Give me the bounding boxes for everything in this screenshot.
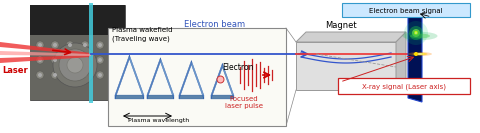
Circle shape: [36, 41, 44, 49]
Polygon shape: [296, 32, 406, 42]
Circle shape: [68, 58, 72, 62]
Circle shape: [38, 43, 42, 47]
Text: Electron beam: Electron beam: [184, 20, 246, 29]
Text: Plasma wakefield
(Traveling wave): Plasma wakefield (Traveling wave): [112, 28, 172, 41]
Circle shape: [81, 41, 89, 49]
Circle shape: [113, 58, 117, 62]
Circle shape: [53, 43, 57, 47]
Circle shape: [38, 73, 42, 77]
Text: Electron beam signal: Electron beam signal: [369, 8, 443, 14]
Text: Magnet: Magnet: [325, 21, 357, 30]
FancyBboxPatch shape: [338, 78, 470, 94]
Circle shape: [38, 58, 42, 62]
Text: Focused
laser pulse: Focused laser pulse: [225, 96, 263, 109]
Circle shape: [96, 71, 104, 79]
Bar: [108, 28, 286, 126]
Text: Plasma wavelength: Plasma wavelength: [128, 118, 189, 123]
Polygon shape: [115, 55, 130, 99]
Polygon shape: [0, 51, 91, 56]
Circle shape: [83, 58, 87, 62]
Circle shape: [81, 56, 89, 64]
Ellipse shape: [410, 34, 430, 38]
Circle shape: [409, 26, 423, 40]
Circle shape: [59, 49, 91, 81]
Circle shape: [68, 73, 72, 77]
Circle shape: [83, 73, 87, 77]
Circle shape: [414, 52, 418, 56]
Circle shape: [111, 41, 119, 49]
Circle shape: [412, 29, 420, 37]
Bar: [296, 42, 396, 90]
Circle shape: [36, 56, 44, 64]
Text: Laser: Laser: [2, 66, 28, 75]
Ellipse shape: [403, 32, 437, 40]
Circle shape: [51, 56, 59, 64]
Circle shape: [66, 71, 74, 79]
Polygon shape: [396, 32, 406, 90]
Circle shape: [404, 21, 428, 45]
Circle shape: [415, 32, 417, 34]
Circle shape: [53, 43, 97, 87]
Polygon shape: [147, 58, 160, 99]
Circle shape: [66, 56, 74, 64]
Polygon shape: [0, 55, 91, 63]
Circle shape: [36, 71, 44, 79]
Polygon shape: [179, 95, 204, 99]
Circle shape: [98, 58, 102, 62]
Polygon shape: [0, 42, 91, 55]
Bar: [30, 5, 125, 35]
Bar: [30, 5, 125, 100]
Text: X-ray signal (Laser axis): X-ray signal (Laser axis): [362, 84, 446, 90]
Circle shape: [51, 41, 59, 49]
Circle shape: [111, 71, 119, 79]
Polygon shape: [222, 63, 234, 99]
Polygon shape: [211, 63, 222, 99]
Polygon shape: [192, 61, 204, 99]
Circle shape: [113, 73, 117, 77]
Circle shape: [111, 56, 119, 64]
Bar: [89, 3, 93, 103]
Circle shape: [96, 41, 104, 49]
Ellipse shape: [412, 53, 428, 55]
Circle shape: [96, 56, 104, 64]
Circle shape: [98, 43, 102, 47]
Polygon shape: [408, 8, 422, 102]
Circle shape: [81, 71, 89, 79]
Ellipse shape: [408, 52, 432, 56]
Text: Electron: Electron: [222, 63, 253, 72]
Circle shape: [113, 43, 117, 47]
Polygon shape: [115, 95, 144, 99]
Polygon shape: [211, 95, 234, 99]
Circle shape: [98, 73, 102, 77]
Circle shape: [67, 57, 83, 73]
Bar: [30, 35, 125, 100]
Ellipse shape: [416, 53, 424, 55]
FancyBboxPatch shape: [342, 3, 470, 17]
Circle shape: [66, 41, 74, 49]
Circle shape: [68, 43, 72, 47]
Polygon shape: [130, 55, 144, 99]
Circle shape: [53, 73, 57, 77]
Polygon shape: [147, 95, 174, 99]
Circle shape: [83, 43, 87, 47]
Circle shape: [414, 31, 418, 35]
Circle shape: [53, 58, 57, 62]
Polygon shape: [179, 61, 192, 99]
Circle shape: [51, 71, 59, 79]
Polygon shape: [160, 58, 174, 99]
